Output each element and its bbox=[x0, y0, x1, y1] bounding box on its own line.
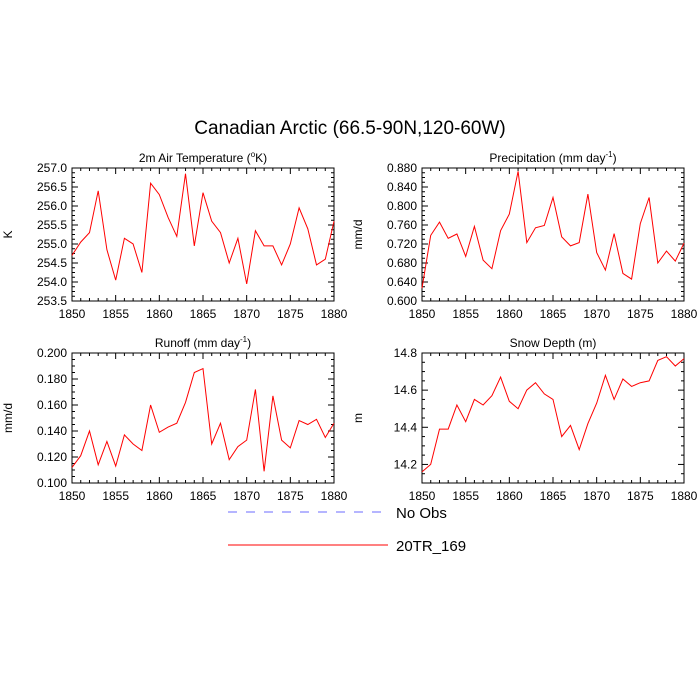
y-tick-label: 14.4 bbox=[394, 420, 418, 434]
x-tick-label: 1880 bbox=[321, 307, 348, 321]
panels: 2m Air Temperature (oK) K 1850 1855 1860 1865… bbox=[1, 150, 698, 503]
y-tick-label: 14.6 bbox=[394, 383, 418, 397]
plot-frame bbox=[421, 352, 685, 484]
x-tick-label: 1855 bbox=[102, 307, 129, 321]
panel-title: 2m Air Temperature (oK) bbox=[139, 150, 267, 165]
x-tick-label: 1870 bbox=[233, 489, 260, 503]
panel-title: Runoff (mm day-1) bbox=[155, 335, 251, 350]
x-tick-label: 1860 bbox=[146, 307, 173, 321]
y-tick-label: 14.2 bbox=[394, 457, 418, 471]
y-tick-label: 254.5 bbox=[37, 256, 67, 270]
legend-label: No Obs bbox=[396, 505, 447, 522]
panel-title-main: Runoff (mm day bbox=[155, 336, 240, 350]
series-line-20TR_169 bbox=[421, 356, 685, 473]
y-tick-label: 0.880 bbox=[387, 161, 417, 175]
series-line-20TR_169 bbox=[71, 367, 335, 472]
legend-item: 20TR_169 bbox=[228, 538, 466, 555]
y-tick-label: 0.120 bbox=[37, 450, 67, 464]
legend-item: No Obs bbox=[228, 505, 447, 522]
y-tick-label: 0.140 bbox=[37, 424, 67, 438]
y-axis-label: mm/d bbox=[351, 220, 365, 250]
x-tick-label: 1850 bbox=[59, 307, 86, 321]
y-tick-label: 0.720 bbox=[387, 237, 417, 251]
panel-title-sup: o bbox=[251, 150, 256, 159]
panel-title-sup: -1 bbox=[605, 150, 613, 159]
x-tick-label: 1865 bbox=[190, 307, 217, 321]
x-tick-label: 1880 bbox=[671, 489, 698, 503]
panel-title-tail: K) bbox=[255, 151, 267, 165]
x-tick-label: 1870 bbox=[583, 489, 610, 503]
y-tick-label: 0.680 bbox=[387, 256, 417, 270]
figure-title: Canadian Arctic (66.5-90N,120-60W) bbox=[194, 118, 506, 139]
y-axis-label: m bbox=[351, 413, 365, 423]
x-tick-label: 1875 bbox=[277, 489, 304, 503]
y-tick-label: 0.840 bbox=[387, 180, 417, 194]
x-tick-label: 1860 bbox=[496, 489, 523, 503]
x-tick-label: 1875 bbox=[627, 489, 654, 503]
y-tick-label: 0.760 bbox=[387, 218, 417, 232]
y-tick-label: 255.0 bbox=[37, 237, 67, 251]
legend: No Obs 20TR_169 bbox=[228, 505, 466, 555]
chart-panel-4: Snow Depth (m) m 1850 1855 1860 1865 1870 1875 1… bbox=[351, 336, 698, 503]
x-tick-label: 1865 bbox=[540, 307, 567, 321]
panel-title-main: Snow Depth (m) bbox=[510, 336, 597, 350]
panel-title-tail: ) bbox=[247, 336, 251, 350]
x-tick-label: 1875 bbox=[627, 307, 654, 321]
y-tick-label: 14.8 bbox=[394, 346, 418, 360]
chart-panel-2: Precipitation (mm day-1) mm/d 1850 1855 1860… bbox=[351, 150, 698, 321]
y-tick-label: 0.180 bbox=[37, 372, 67, 386]
y-tick-label: 0.200 bbox=[37, 346, 67, 360]
y-tick-label: 0.800 bbox=[387, 199, 417, 213]
y-tick-label: 0.160 bbox=[37, 398, 67, 412]
panel-title: Snow Depth (m) bbox=[510, 336, 597, 350]
panel-title-main: 2m Air Temperature ( bbox=[139, 151, 251, 165]
x-tick-label: 1870 bbox=[583, 307, 610, 321]
chart-panel-3: Runoff (mm day-1) mm/d 1850 1855 1860 1865 187… bbox=[1, 335, 348, 503]
plot-frame bbox=[71, 167, 335, 302]
x-tick-label: 1850 bbox=[59, 489, 86, 503]
y-tick-label: 0.100 bbox=[37, 476, 67, 490]
x-tick-label: 1860 bbox=[496, 307, 523, 321]
legend-label: 20TR_169 bbox=[396, 538, 466, 555]
x-tick-label: 1855 bbox=[452, 489, 479, 503]
x-tick-label: 1850 bbox=[409, 307, 436, 321]
x-tick-label: 1875 bbox=[277, 307, 304, 321]
x-tick-label: 1880 bbox=[321, 489, 348, 503]
y-axis-label: K bbox=[1, 230, 15, 238]
chart-panel-1: 2m Air Temperature (oK) K 1850 1855 1860 1865… bbox=[1, 150, 348, 321]
y-tick-label: 257.0 bbox=[37, 161, 67, 175]
series-line-20TR_169 bbox=[421, 171, 685, 289]
y-tick-label: 0.600 bbox=[387, 294, 417, 308]
y-tick-label: 254.0 bbox=[37, 275, 67, 289]
y-tick-label: 256.5 bbox=[37, 180, 67, 194]
panel-title: Precipitation (mm day-1) bbox=[489, 150, 616, 165]
x-tick-label: 1880 bbox=[671, 307, 698, 321]
x-tick-label: 1865 bbox=[540, 489, 567, 503]
panel-title-sup: -1 bbox=[240, 335, 248, 344]
y-tick-label: 256.0 bbox=[37, 199, 67, 213]
x-tick-label: 1855 bbox=[102, 489, 129, 503]
panel-title-tail: ) bbox=[613, 151, 617, 165]
y-tick-label: 255.5 bbox=[37, 218, 67, 232]
x-tick-label: 1865 bbox=[190, 489, 217, 503]
y-axis-label: mm/d bbox=[1, 403, 15, 433]
y-tick-label: 0.640 bbox=[387, 275, 417, 289]
x-tick-label: 1870 bbox=[233, 307, 260, 321]
x-tick-label: 1860 bbox=[146, 489, 173, 503]
series-line-20TR_169 bbox=[71, 173, 335, 284]
plot-frame bbox=[421, 167, 685, 302]
y-tick-label: 253.5 bbox=[37, 294, 67, 308]
x-tick-label: 1850 bbox=[409, 489, 436, 503]
panel-title-main: Precipitation (mm day bbox=[489, 151, 605, 165]
x-tick-label: 1855 bbox=[452, 307, 479, 321]
